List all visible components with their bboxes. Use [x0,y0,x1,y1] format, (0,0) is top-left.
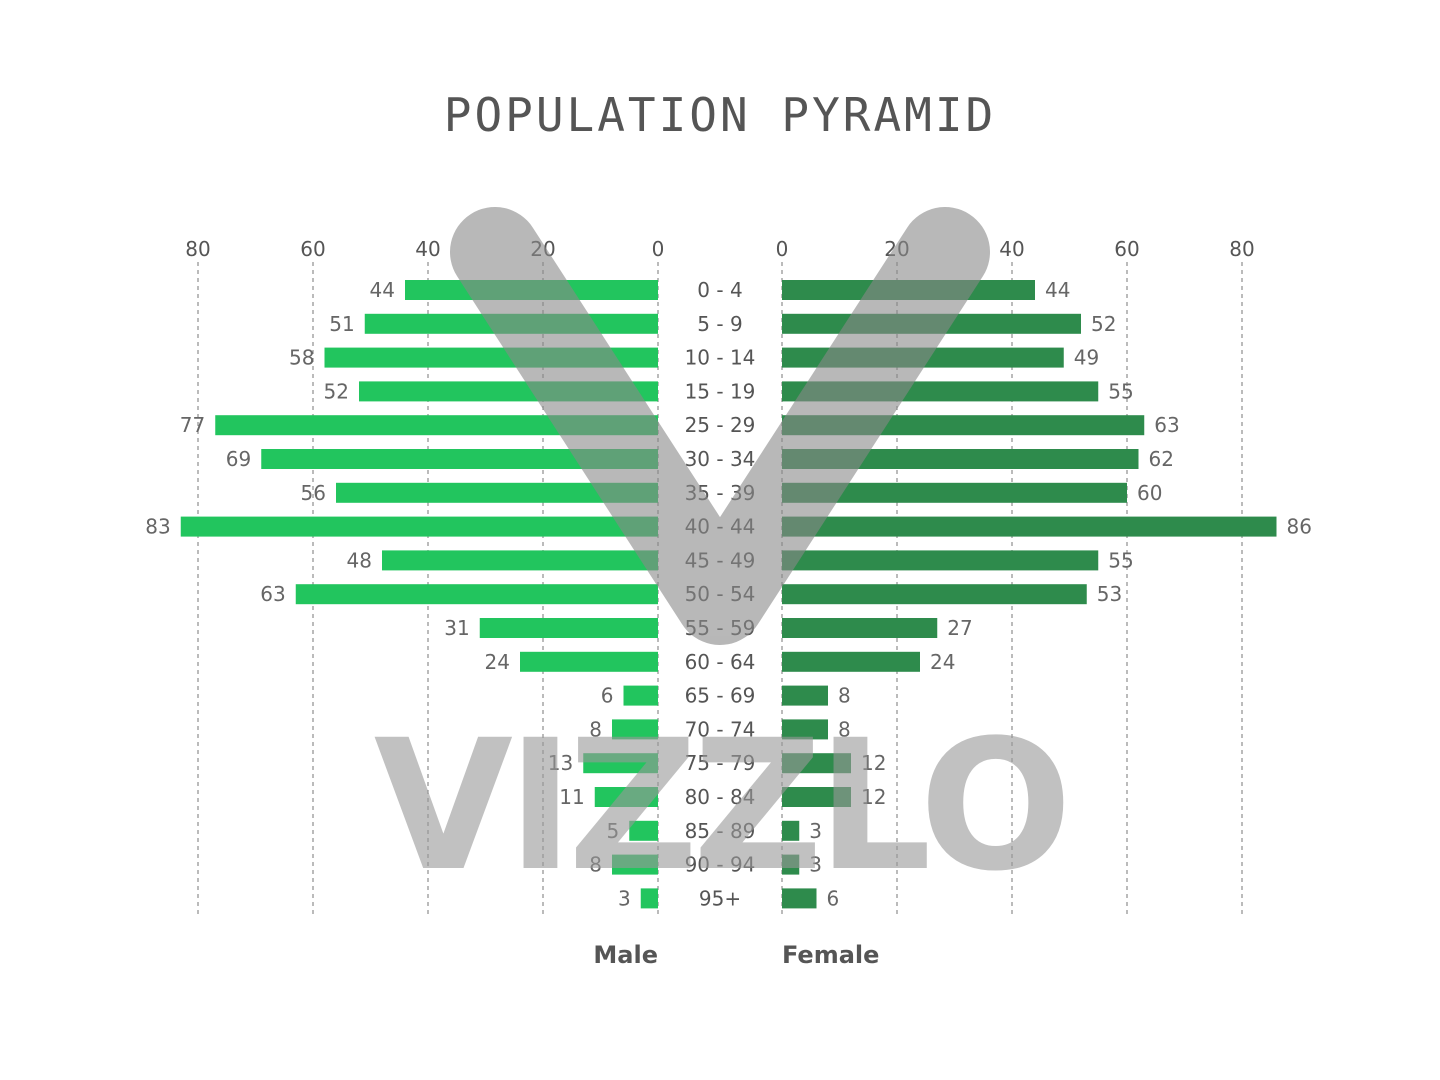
male-bar [336,482,658,503]
male-bar [612,719,658,740]
female-value-label: 60 [1137,481,1162,505]
female-value-label: 27 [947,616,972,640]
male-tick-label: 40 [415,237,440,261]
male-value-label: 58 [289,346,314,370]
age-group-label: 75 - 79 [685,751,756,775]
female-value-label: 55 [1108,379,1133,403]
age-group-label: 0 - 4 [697,278,742,302]
male-value-label: 6 [601,684,614,708]
female-value-label: 49 [1074,346,1099,370]
watermark: VIZZLO [374,207,1072,911]
male-value-label: 77 [180,413,205,437]
male-tick-label: 60 [300,237,325,261]
watermark-logo-icon [450,207,990,645]
age-group-label: 5 - 9 [697,312,742,336]
male-label: Male [593,941,658,969]
female-value-label: 6 [827,886,840,910]
female-tick-label: 80 [1229,237,1254,261]
male-bar [382,550,658,571]
male-value-label: 56 [301,481,326,505]
age-group-label: 70 - 74 [685,717,756,741]
age-group-label: 80 - 84 [685,785,756,809]
age-group-label: 85 - 89 [685,819,756,843]
age-group-label: 30 - 34 [685,447,756,471]
female-bar [782,516,1277,537]
male-value-label: 13 [548,751,573,775]
female-bar [782,482,1127,503]
age-group-label: 95+ [699,886,741,910]
male-bar [261,449,658,469]
male-tick-label: 80 [185,237,210,261]
male-value-label: 83 [145,515,170,539]
female-bar [782,820,800,841]
female-bar [782,550,1099,571]
chart-title: POPULATION PYRAMID [443,88,997,142]
female-tick-label: 40 [999,237,1024,261]
male-value-label: 69 [226,447,251,471]
male-bar [520,651,658,672]
male-bar [640,888,658,909]
female-label: Female [782,941,879,969]
female-value-label: 63 [1154,413,1179,437]
male-value-label: 63 [260,582,285,606]
female-value-label: 55 [1108,548,1133,572]
female-bar [782,651,920,672]
male-bar [623,685,658,706]
male-value-label: 11 [559,785,584,809]
female-bar [782,449,1139,469]
female-bar [782,719,828,740]
male-bar [180,516,658,537]
female-value-label: 53 [1097,582,1122,606]
age-group-label: 90 - 94 [685,853,756,877]
male-value-label: 8 [589,717,602,741]
female-bar [782,753,851,774]
age-group-label: 25 - 29 [685,413,756,437]
male-value-label: 51 [329,312,354,336]
watermark-text: VIZZLO [374,702,1067,911]
female-value-label: 86 [1287,515,1312,539]
male-value-label: 24 [485,650,510,674]
female-tick-label: 0 [776,237,789,261]
age-group-label: 15 - 19 [685,379,756,403]
female-tick-label: 60 [1114,237,1139,261]
female-value-label: 3 [809,819,822,843]
male-value-label: 52 [324,379,349,403]
male-bar [215,415,658,436]
male-bar [594,787,658,807]
female-value-label: 3 [809,853,822,877]
female-bar [782,787,851,807]
female-value-label: 8 [838,717,851,741]
female-bar [782,618,938,638]
age-group-label: 60 - 64 [685,650,756,674]
age-group-label: 10 - 14 [685,346,756,370]
female-value-label: 24 [930,650,955,674]
female-bar [782,854,800,875]
male-bar [583,753,658,774]
female-bar [782,685,828,706]
male-value-label: 8 [589,853,602,877]
female-value-label: 12 [861,751,886,775]
female-value-label: 8 [838,684,851,708]
male-tick-label: 0 [652,237,665,261]
female-value-label: 44 [1045,278,1070,302]
male-bar [295,584,658,605]
male-value-label: 48 [347,548,372,572]
age-group-label: 65 - 69 [685,684,756,708]
female-value-label: 12 [861,785,886,809]
male-value-label: 3 [618,886,631,910]
male-value-label: 31 [444,616,469,640]
male-bar [612,854,658,875]
female-bar [782,584,1087,605]
female-value-label: 52 [1091,312,1116,336]
female-bar [782,888,817,909]
male-value-label: 5 [607,819,620,843]
male-bar [479,618,658,638]
male-value-label: 44 [370,278,395,302]
female-value-label: 62 [1149,447,1174,471]
male-bar [629,820,658,841]
